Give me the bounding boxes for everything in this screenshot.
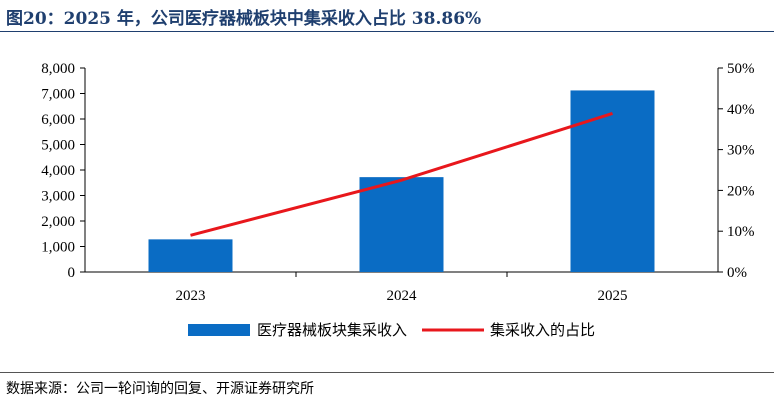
left-tick-label: 0 (68, 265, 76, 281)
legend: 医疗器械板块集采收入 集采收入的占比 (188, 321, 595, 339)
bar-2023 (148, 239, 233, 272)
left-tick-label: 8,000 (41, 61, 75, 77)
left-tick-label: 4,000 (41, 163, 75, 179)
x-tick-label: 2023 (176, 288, 206, 304)
left-tick-label: 6,000 (41, 112, 75, 128)
x-tick-label: 2025 (598, 288, 628, 304)
right-tick-label: 40% (727, 102, 755, 118)
right-tick-label: 30% (727, 143, 755, 159)
right-tick-label: 50% (727, 61, 755, 77)
source-rule (0, 372, 774, 373)
bar-2025 (570, 90, 655, 272)
right-tick-label: 0% (727, 265, 747, 281)
right-tick-label: 10% (727, 224, 755, 240)
left-tick-label: 2,000 (41, 214, 75, 230)
bar-series (148, 90, 655, 272)
x-tick-label: 2024 (387, 288, 418, 304)
left-tick-label: 7,000 (41, 87, 75, 103)
legend-line-label: 集采收入的占比 (490, 321, 595, 339)
left-tick-label: 3,000 (41, 189, 75, 205)
legend-bar-label: 医疗器械板块集采收入 (257, 321, 407, 339)
left-tick-label: 1,000 (41, 240, 75, 256)
line-series (190, 112, 613, 237)
left-tick-label: 5,000 (41, 138, 75, 154)
source-note: 数据来源：公司一轮问询的回复、开源证券研究所 (6, 381, 314, 397)
x-tick-labels: 2023 2024 2025 (176, 272, 628, 304)
right-tick-label: 20% (727, 183, 755, 199)
title-rule (0, 31, 774, 32)
figure-title: 图20：2025 年，公司医疗器械板块中集采收入占比 38.86% (6, 9, 482, 29)
bar-2024 (359, 177, 444, 272)
legend-bar-swatch (188, 324, 250, 336)
